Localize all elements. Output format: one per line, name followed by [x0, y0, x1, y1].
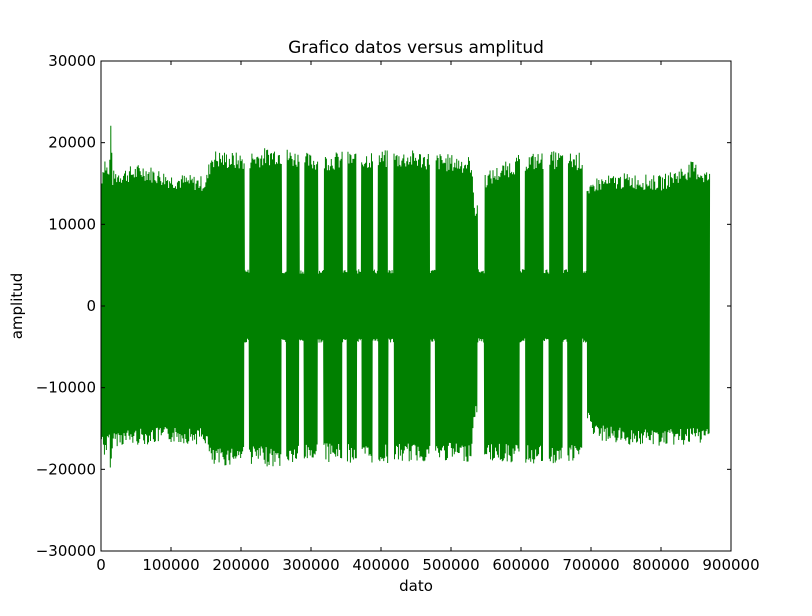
x-tick-label: 200000: [212, 556, 269, 574]
y-tick-label: −10000: [36, 379, 96, 397]
y-axis-label: amplitud: [8, 273, 26, 340]
x-tick-label: 900000: [702, 556, 759, 574]
x-tick-label: 0: [96, 556, 106, 574]
x-tick-label: 400000: [352, 556, 409, 574]
x-tick-label: 300000: [282, 556, 339, 574]
y-tick-label: 0: [86, 297, 96, 315]
y-tick-label: 20000: [48, 134, 96, 152]
y-tick-label: −20000: [36, 460, 96, 478]
y-tick-label: −30000: [36, 542, 96, 560]
x-tick-label: 100000: [142, 556, 199, 574]
axis-ticks: 0 100000 200000 300000 400000 500000 600000 700…: [36, 52, 760, 574]
y-tick-label: 30000: [48, 52, 96, 70]
y-tick-label: 10000: [48, 215, 96, 233]
x-tick-label: 600000: [492, 556, 549, 574]
x-tick-label: 800000: [632, 556, 689, 574]
x-tick-label: 500000: [422, 556, 479, 574]
x-tick-label: 700000: [562, 556, 619, 574]
signal-series-line: [100, 125, 711, 468]
chart-title: Grafico datos versus amplitud: [288, 38, 544, 58]
plot-area: [100, 125, 711, 468]
x-axis-label: dato: [399, 577, 433, 595]
